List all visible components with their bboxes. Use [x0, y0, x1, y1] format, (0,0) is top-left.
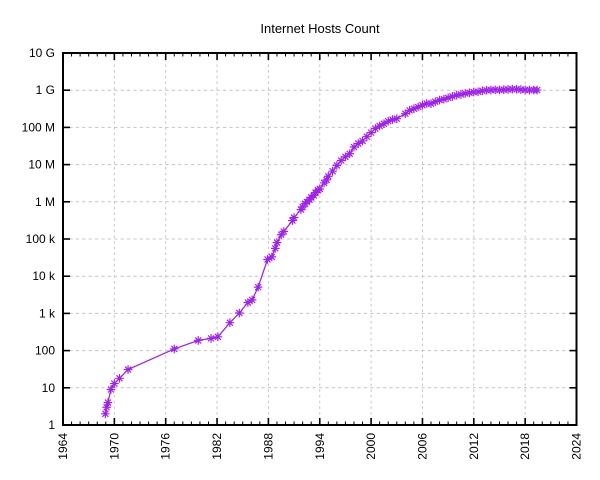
data-point-marker [263, 255, 272, 264]
data-point-marker [213, 332, 223, 342]
x-tick-label: 1964 [56, 433, 70, 460]
series-line [104, 88, 538, 414]
data-point-marker [345, 149, 355, 159]
data-point-marker [443, 93, 453, 103]
data-point-marker [473, 87, 483, 97]
data-point-marker [267, 252, 277, 262]
data-point-marker [456, 90, 466, 99]
data-point-marker [115, 374, 124, 383]
data-point-marker [110, 379, 119, 388]
data-point-marker [288, 216, 297, 225]
x-tick-label: 2000 [364, 433, 378, 460]
data-point-marker [430, 97, 440, 107]
data-point-marker [379, 119, 389, 128]
x-tick-label: 1988 [261, 433, 275, 460]
data-point-marker [253, 282, 263, 292]
x-tick-label: 2012 [467, 433, 481, 460]
x-tick-label: 1970 [107, 433, 121, 460]
gridlines [63, 53, 577, 425]
data-point-marker [206, 334, 216, 343]
data-point-marker [448, 92, 457, 101]
x-tick-label: 1976 [159, 433, 173, 460]
data-point-marker [362, 132, 372, 142]
axis-ticks [62, 52, 578, 426]
data-point-marker [465, 88, 474, 98]
data-point-marker [106, 385, 116, 394]
data-point-marker [413, 102, 423, 112]
x-tick-label: 1982 [210, 433, 224, 460]
data-point-marker [460, 89, 470, 98]
data-point-marker [392, 114, 402, 123]
x-tick-label: 2018 [518, 433, 532, 460]
data-point-marker [388, 115, 397, 124]
data-point-marker [270, 244, 280, 253]
data-point-marker [279, 227, 289, 236]
data-point-marker [247, 295, 257, 305]
data-point-marker [102, 402, 111, 412]
data-point-marker [383, 116, 393, 126]
data-point-marker [296, 205, 306, 214]
x-tick-label: 2006 [415, 433, 429, 460]
x-tick-label: 2024 [570, 433, 584, 460]
data-series [101, 84, 542, 419]
data-point-marker [353, 139, 363, 148]
y-tick-label: 10 k [32, 269, 56, 283]
data-point-marker [439, 94, 449, 104]
data-point-marker [405, 106, 414, 115]
y-tick-label: 1 k [39, 306, 56, 320]
data-point-marker [309, 191, 319, 200]
data-point-marker [315, 184, 325, 194]
y-tick-label: 100 [35, 344, 55, 358]
data-point-marker [532, 85, 542, 95]
data-point-marker [169, 344, 179, 354]
data-point-marker [123, 365, 133, 374]
y-tick-label: 10 G [29, 46, 55, 60]
data-point-marker [324, 171, 333, 181]
data-point-marker [452, 90, 461, 100]
data-point-marker [366, 128, 376, 137]
data-point-marker [332, 161, 342, 170]
data-point-marker [243, 298, 253, 307]
data-point-marker [375, 121, 384, 131]
y-tick-label: 10 [42, 381, 56, 395]
data-point-marker [235, 308, 244, 318]
data-point-marker [103, 398, 113, 407]
data-point-marker [322, 175, 331, 185]
data-point-marker [225, 318, 235, 328]
y-tick-label: 10 M [28, 158, 55, 172]
data-point-marker [358, 136, 367, 146]
x-tick-label: 1994 [313, 433, 327, 460]
y-tick-label: 1 [48, 418, 55, 432]
y-tick-label: 100 M [22, 120, 55, 134]
data-point-marker [371, 124, 380, 133]
y-tick-label: 1 G [36, 83, 55, 97]
data-point-marker [328, 166, 337, 176]
data-point-marker [426, 99, 436, 109]
data-point-marker [193, 336, 203, 345]
y-tick-label: 100 k [26, 232, 56, 246]
data-point-marker [101, 409, 110, 419]
data-point-marker [435, 95, 444, 105]
axis-tick-labels: 1964 1970 1976 1982 1988 1994 2000 2006 2012 2018… [22, 46, 584, 460]
data-point-marker [336, 156, 346, 165]
y-tick-label: 1 M [35, 195, 55, 209]
chart-title: Internet Hosts Count [260, 21, 380, 36]
data-point-marker [418, 100, 427, 110]
data-point-marker [349, 142, 359, 152]
data-point-marker [272, 238, 282, 247]
data-point-marker [341, 152, 350, 162]
data-point-marker [409, 104, 419, 114]
data-point-marker [289, 213, 299, 222]
data-point-marker [401, 109, 410, 119]
